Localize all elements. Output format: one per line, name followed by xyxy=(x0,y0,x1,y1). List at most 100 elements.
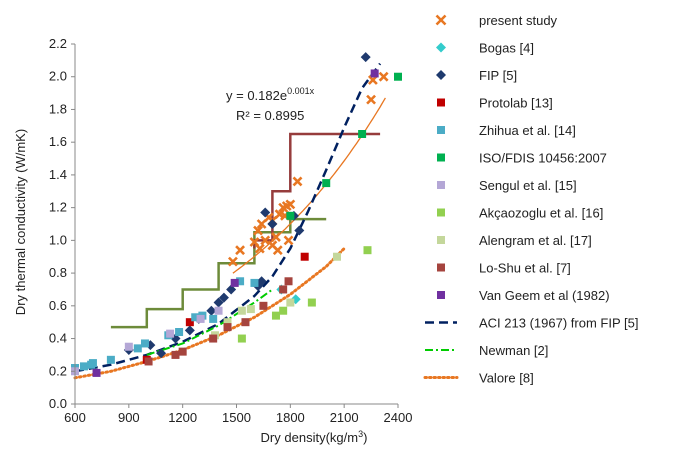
data-point xyxy=(307,298,316,307)
step-line xyxy=(110,217,327,329)
data-point xyxy=(156,348,167,359)
data-point xyxy=(260,235,271,246)
y-tick-label: 1.4 xyxy=(49,167,67,182)
data-point xyxy=(124,342,133,351)
y-tick-label: 1.0 xyxy=(49,232,67,247)
data-point xyxy=(140,339,149,348)
data-point xyxy=(279,285,288,294)
data-point xyxy=(256,219,267,229)
legend-label: Protolab [13] xyxy=(479,96,553,111)
data-point xyxy=(286,211,295,220)
data-point xyxy=(227,256,238,267)
data-point xyxy=(209,334,218,343)
step-line xyxy=(253,132,381,249)
data-point xyxy=(166,329,175,338)
data-point xyxy=(271,232,281,243)
data-point xyxy=(300,252,309,261)
data-point xyxy=(209,314,218,323)
x-tick-label: 1500 xyxy=(222,410,251,425)
data-point xyxy=(366,94,377,105)
data-point xyxy=(246,305,255,314)
y-tick-label: 0.4 xyxy=(49,331,67,346)
data-point xyxy=(175,328,184,336)
data-point xyxy=(259,301,268,310)
x-tick-label: 600 xyxy=(64,410,86,425)
data-point xyxy=(196,314,205,323)
data-point xyxy=(256,276,267,287)
data-point xyxy=(241,318,250,327)
data-point xyxy=(223,318,232,327)
legend-label: Akçaozoglu et al. [16] xyxy=(479,206,603,221)
legend-label: Van Geem et al (1982) xyxy=(479,288,610,303)
y-tick-label: 0.2 xyxy=(49,363,67,378)
legend-marker xyxy=(437,126,445,134)
legend-label: present study xyxy=(479,13,558,28)
legend-label: Alengram et al. [17] xyxy=(479,233,592,248)
legend-label: ACI 213 (1967) from FIP [5] xyxy=(479,316,638,331)
data-point xyxy=(378,71,389,82)
x-tick-label: 2100 xyxy=(330,410,359,425)
y-tick-label: 2.2 xyxy=(49,36,67,51)
legend-marker xyxy=(437,236,445,244)
data-point xyxy=(292,176,303,187)
plot-area xyxy=(71,52,402,380)
data-point xyxy=(286,298,295,307)
y-tick-label: 1.8 xyxy=(49,101,67,116)
x-tick-label: 900 xyxy=(118,410,140,425)
legend-marker xyxy=(437,153,445,162)
data-point xyxy=(253,225,263,236)
data-point xyxy=(191,313,200,322)
legend-marker xyxy=(435,14,447,26)
data-point xyxy=(363,246,372,255)
legend-label: Bogas [4] xyxy=(479,41,534,56)
data-point xyxy=(284,277,293,286)
data-point xyxy=(88,359,97,368)
data-point xyxy=(214,306,223,315)
data-point xyxy=(213,297,224,308)
legend: present study Bogas [4] FIP [5] Protolab [1… xyxy=(423,13,638,386)
data-point xyxy=(360,52,371,63)
data-point xyxy=(358,130,367,138)
equation-label: y = 0.182e0.001x xyxy=(226,86,315,103)
legend-marker xyxy=(437,208,445,217)
data-point xyxy=(271,311,280,320)
data-point xyxy=(272,245,283,256)
y-tick-label: 0.6 xyxy=(49,298,67,313)
x-tick-label: 2400 xyxy=(384,410,413,425)
data-point xyxy=(237,334,246,343)
data-point xyxy=(279,306,288,315)
data-point xyxy=(394,72,402,81)
data-point xyxy=(332,252,341,261)
data-point xyxy=(230,278,239,287)
legend-label: Lo-Shu et al. [7] xyxy=(479,261,571,276)
data-point xyxy=(254,243,265,254)
data-point xyxy=(235,245,246,256)
data-point xyxy=(226,284,237,295)
legend-marker xyxy=(437,291,445,299)
data-point xyxy=(236,277,245,286)
x-tick-label: 1200 xyxy=(168,410,197,425)
data-point xyxy=(171,350,180,359)
data-point xyxy=(218,292,229,303)
legend-label: FIP [5] xyxy=(479,68,517,83)
data-point xyxy=(237,306,246,315)
y-tick-label: 2.0 xyxy=(49,69,67,84)
data-point xyxy=(370,69,379,78)
axes: 0.0 0.2 0.4 0.6 0.8 1.0 1.2 1.4 1.6 1.8 2.0 2.2 600 9… xyxy=(49,36,413,425)
data-point xyxy=(283,235,294,246)
legend-label: Valore [8] xyxy=(479,371,534,386)
y-axis-label: Dry thermal conductivity (W/mK) xyxy=(13,129,28,315)
legend-label: Zhihua et al. [14] xyxy=(479,123,576,138)
data-point xyxy=(250,278,259,287)
legend-marker xyxy=(437,263,445,272)
data-point xyxy=(106,355,115,364)
data-point xyxy=(185,318,194,327)
data-point xyxy=(267,219,278,229)
data-point xyxy=(294,225,305,236)
data-point xyxy=(285,199,296,210)
legend-marker xyxy=(437,181,445,189)
data-point xyxy=(144,357,153,366)
y-tick-label: 0.8 xyxy=(49,265,67,280)
data-point xyxy=(223,323,232,332)
